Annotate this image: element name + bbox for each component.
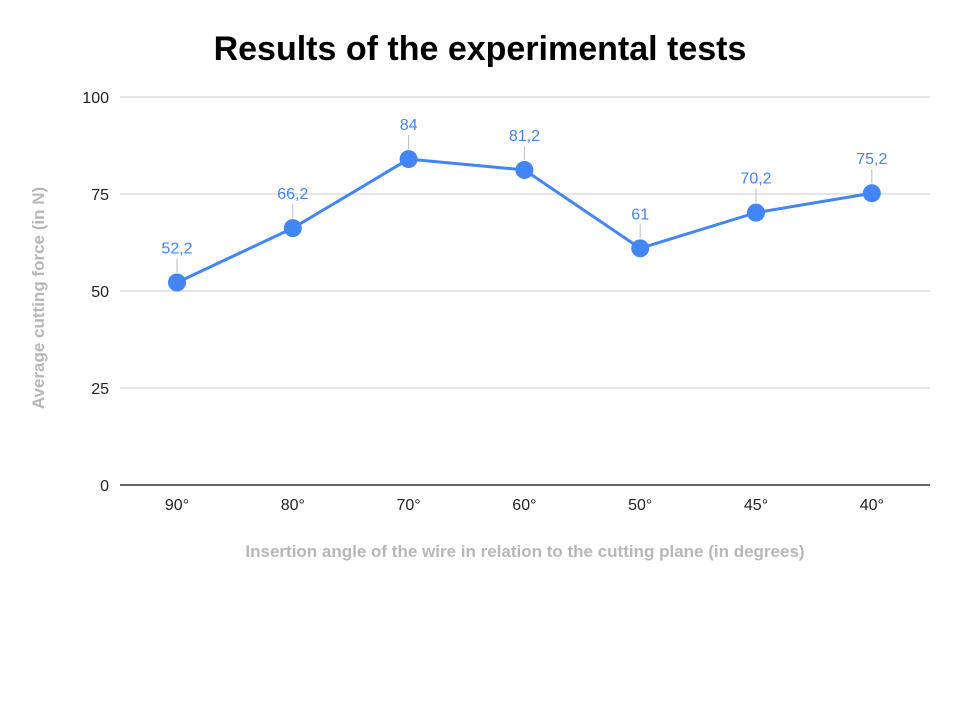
y-tick-label: 50 — [91, 284, 109, 301]
data-point — [283, 219, 302, 238]
chart-title: Results of the experimental tests — [214, 30, 747, 68]
y-tick-label: 0 — [100, 478, 109, 495]
y-axis-ticks: 0 25 50 75 100 — [82, 90, 109, 495]
x-tick-label: 50° — [628, 497, 652, 514]
data-label: 61 — [631, 206, 649, 223]
data-point — [168, 273, 186, 292]
y-axis-title: Average cutting force (in N) — [29, 187, 48, 409]
gridlines — [120, 96, 930, 486]
data-label: 81,2 — [509, 128, 540, 145]
x-tick-label: 80° — [281, 497, 305, 514]
data-point — [631, 239, 650, 258]
x-tick-label: 45° — [744, 497, 768, 514]
y-tick-label: 75 — [91, 187, 109, 204]
y-tick-label: 100 — [82, 90, 109, 107]
x-tick-label: 70° — [396, 497, 420, 514]
data-label: 66,2 — [277, 186, 308, 203]
data-label: 52,2 — [161, 240, 192, 257]
data-point — [515, 160, 534, 179]
data-point — [862, 184, 881, 203]
x-tick-label: 90° — [165, 497, 189, 514]
data-label: 75,2 — [856, 151, 887, 168]
x-tick-label: 60° — [512, 497, 536, 514]
x-tick-label: 40° — [860, 497, 884, 514]
data-point — [747, 203, 765, 222]
data-point — [399, 150, 418, 169]
data-label: 70,2 — [740, 171, 771, 188]
x-axis-ticks: 90° 80° 70° 60° 50° 45° 40° — [165, 497, 884, 514]
x-axis-title: Insertion angle of the wire in relation … — [245, 542, 804, 561]
data-labels: 52,2 66,2 84 81,2 61 70,2 75,2 — [161, 117, 887, 273]
data-label: 84 — [400, 117, 418, 134]
y-tick-label: 25 — [91, 381, 109, 398]
series-layer — [168, 150, 881, 292]
